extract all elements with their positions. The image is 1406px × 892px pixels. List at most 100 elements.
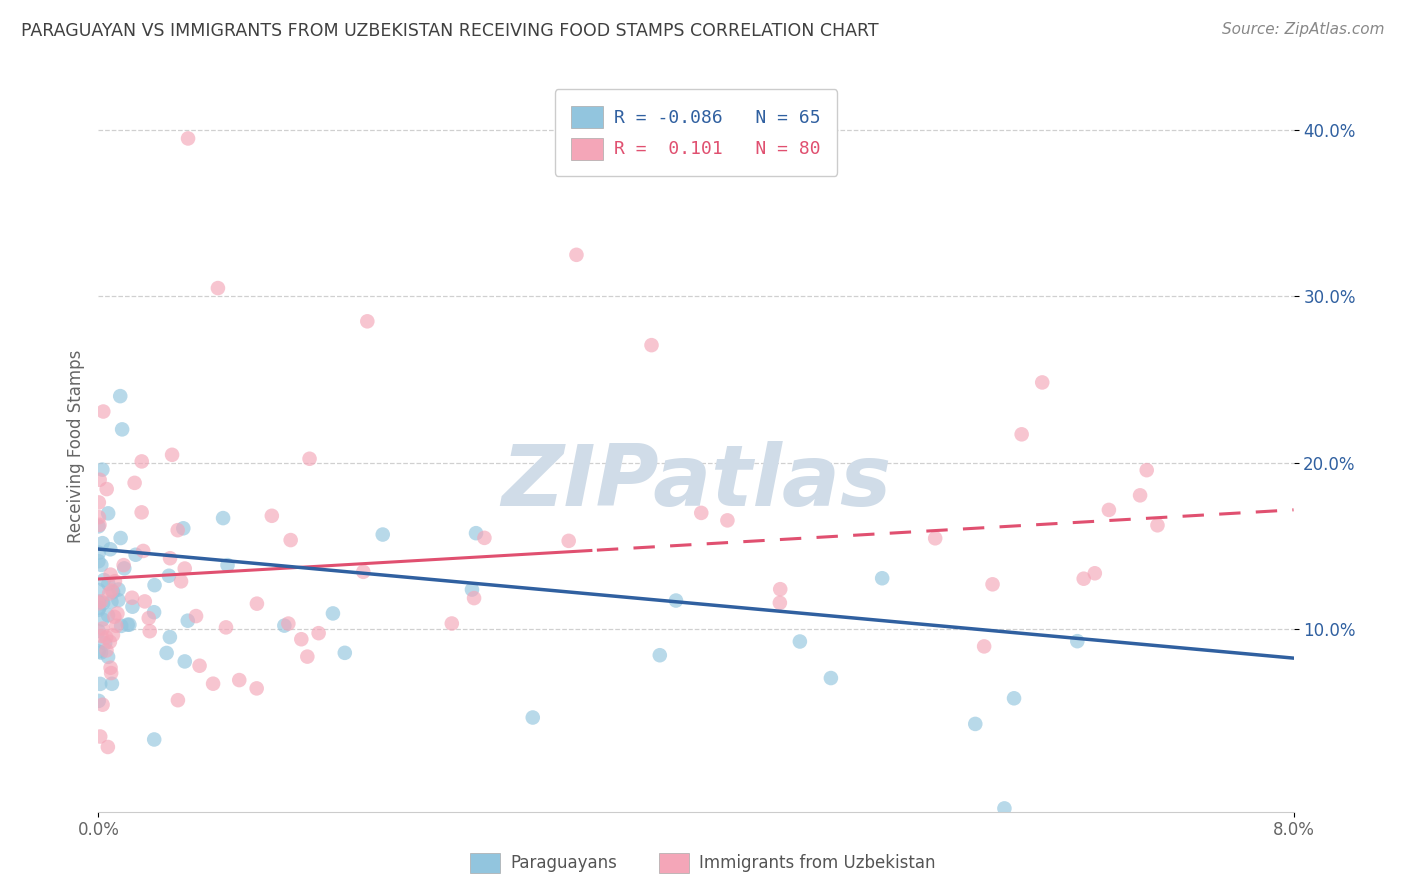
Point — [155, 646, 177, 660]
Point — [118, 617, 141, 632]
Point — [177, 614, 200, 628]
Point — [789, 634, 811, 648]
Point — [87, 694, 110, 708]
Point — [87, 624, 110, 638]
Point — [87, 603, 110, 617]
Point — [98, 635, 121, 649]
Point — [131, 454, 153, 468]
Point — [107, 607, 129, 621]
Point — [97, 739, 120, 754]
Point — [103, 609, 125, 624]
Point — [356, 314, 378, 328]
Point — [110, 531, 132, 545]
Point — [117, 617, 139, 632]
Point — [87, 554, 110, 568]
Point — [177, 131, 200, 145]
Point — [166, 523, 188, 537]
Point — [188, 658, 211, 673]
Point — [280, 533, 302, 547]
Legend: R = -0.086   N = 65, R =  0.101   N = 80: R = -0.086 N = 65, R = 0.101 N = 80 — [555, 89, 837, 176]
Text: ZIPatlas: ZIPatlas — [501, 441, 891, 524]
Text: Source: ZipAtlas.com: Source: ZipAtlas.com — [1222, 22, 1385, 37]
Point — [143, 578, 166, 592]
Point — [352, 565, 374, 579]
Point — [121, 591, 143, 605]
Text: PARAGUAYAN VS IMMIGRANTS FROM UZBEKISTAN RECEIVING FOOD STAMPS CORRELATION CHART: PARAGUAYAN VS IMMIGRANTS FROM UZBEKISTAN… — [21, 22, 879, 40]
Point — [90, 629, 112, 643]
Point — [91, 698, 114, 712]
Point — [138, 611, 160, 625]
Point — [90, 646, 112, 660]
Point — [110, 619, 132, 633]
Point — [107, 593, 129, 607]
Point — [333, 646, 356, 660]
Point — [87, 595, 110, 609]
Point — [465, 526, 488, 541]
Point — [143, 605, 166, 619]
Point — [246, 597, 269, 611]
Point — [173, 655, 195, 669]
Point — [290, 632, 312, 647]
Point — [769, 596, 792, 610]
Point — [134, 594, 156, 608]
Point — [716, 513, 738, 527]
Point — [202, 676, 225, 690]
Point — [440, 616, 463, 631]
Point — [924, 531, 946, 545]
Point — [100, 567, 122, 582]
Point — [993, 801, 1015, 815]
Point — [1136, 463, 1159, 477]
Point — [1073, 572, 1095, 586]
Point — [93, 573, 115, 587]
Point — [157, 568, 180, 582]
Point — [474, 531, 496, 545]
Point — [665, 593, 688, 607]
Point — [87, 495, 110, 509]
Point — [121, 599, 143, 614]
Point — [124, 475, 146, 490]
Point — [100, 666, 122, 681]
Point — [100, 661, 122, 675]
Point — [298, 451, 321, 466]
Point — [246, 681, 269, 696]
Point — [461, 582, 484, 597]
Legend: Paraguayans, Immigrants from Uzbekistan: Paraguayans, Immigrants from Uzbekistan — [464, 847, 942, 880]
Point — [1098, 503, 1121, 517]
Point — [322, 607, 344, 621]
Point — [100, 583, 122, 598]
Point — [1066, 634, 1088, 648]
Point — [96, 482, 118, 496]
Point — [143, 732, 166, 747]
Point — [132, 544, 155, 558]
Point — [159, 630, 181, 644]
Point — [96, 643, 118, 657]
Point — [522, 710, 544, 724]
Point — [167, 693, 190, 707]
Point — [98, 586, 121, 600]
Point — [89, 677, 111, 691]
Point — [87, 546, 110, 560]
Point — [87, 644, 110, 658]
Point — [107, 582, 129, 597]
Point — [101, 677, 124, 691]
Point — [87, 510, 110, 524]
Point — [91, 613, 114, 627]
Point — [277, 616, 299, 631]
Point — [112, 558, 135, 573]
Point — [648, 648, 671, 663]
Point — [965, 717, 987, 731]
Point — [110, 389, 132, 403]
Point — [91, 404, 114, 418]
Point — [90, 558, 112, 572]
Point — [557, 533, 579, 548]
Point — [215, 620, 238, 634]
Point — [173, 561, 195, 575]
Point — [212, 511, 235, 525]
Point — [98, 542, 121, 557]
Point — [97, 577, 120, 591]
Point — [981, 577, 1004, 591]
Point — [273, 618, 295, 632]
Point — [104, 574, 127, 589]
Point — [91, 536, 114, 550]
Point — [160, 448, 183, 462]
